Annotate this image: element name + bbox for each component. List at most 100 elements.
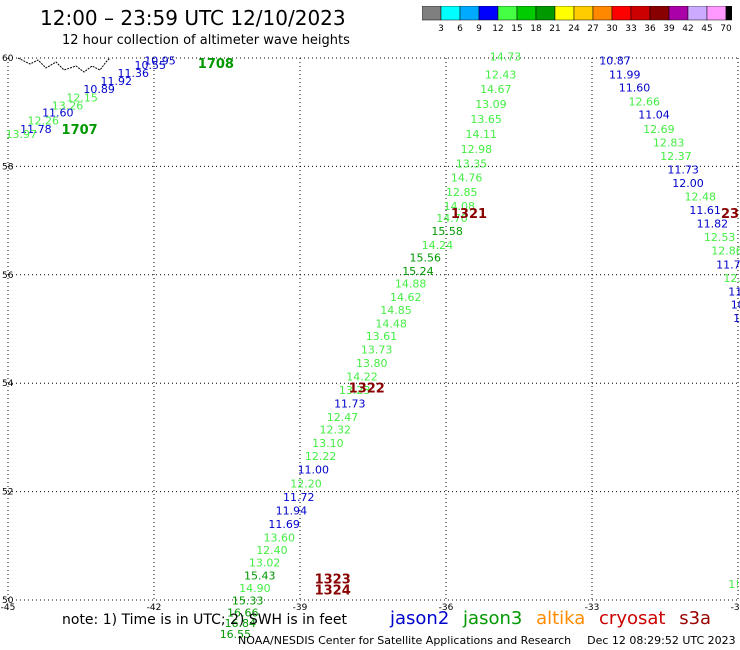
wave-height-label: 12.37	[660, 150, 692, 163]
time-label: 1324	[315, 584, 351, 599]
colorbar-swatch	[611, 6, 632, 21]
colorbar-label: 21	[549, 24, 560, 34]
colorbar-swatch	[668, 6, 689, 21]
wave-height-label: 11.60	[619, 82, 651, 95]
coastline-path	[17, 57, 111, 73]
wave-height-label: 14.70	[436, 212, 468, 225]
y-tick-label: 56	[2, 271, 14, 281]
colorbar-swatch	[630, 6, 651, 21]
colorbar-swatch	[573, 6, 594, 21]
colorbar-swatch	[497, 6, 518, 21]
chart-title: 12:00 – 23:59 UTC 12/10/2023	[40, 6, 346, 30]
y-tick-label: 58	[2, 162, 14, 172]
wave-height-label: 14.88	[395, 277, 427, 290]
colorbar-label: 12	[492, 24, 503, 34]
colorbar-label: 42	[682, 24, 693, 34]
time-label: 1321	[451, 207, 487, 222]
wave-height-label: 11.61	[689, 204, 721, 217]
wave-height-label: 13.35	[456, 157, 488, 170]
wave-height-label: 12.98	[461, 143, 493, 156]
wave-height-label: 13.97	[6, 128, 38, 141]
wave-height-label: 13.09	[475, 98, 507, 111]
colorbar-swatch	[459, 6, 480, 21]
wave-height-label: 13.65	[470, 113, 502, 126]
wave-height-label: 12.86	[711, 245, 740, 258]
wave-height-label: 14.11	[465, 128, 497, 141]
wave-height-label: 14.24	[422, 239, 454, 252]
wave-height-label: 13.23	[339, 384, 371, 397]
wave-height-label: 1!	[728, 578, 739, 591]
wave-height-label: 12.66	[629, 96, 661, 109]
chart-subtitle: 12 hour collection of altimeter wave hei…	[62, 33, 350, 48]
wave-height-label: 11.69	[268, 518, 300, 531]
footer-timestamp: Dec 12 08:29:52 UTC 2023	[587, 634, 736, 647]
wave-height-label: 12.32	[319, 424, 351, 437]
wave-height-label: 13.61	[366, 330, 398, 343]
time-label: 1708	[198, 57, 234, 72]
wave-height-label: 10.89	[83, 83, 115, 96]
colorbar-label: 15	[511, 24, 522, 34]
wave-height-label: 15.24	[402, 265, 434, 278]
wave-height-label: 14.08	[444, 200, 476, 213]
wave-height-label: 14.48	[375, 317, 407, 330]
colorbar-swatch	[687, 6, 708, 21]
y-tick-label: 60	[2, 54, 14, 64]
colorbar-swatch	[706, 6, 727, 21]
colorbar-swatch	[422, 6, 442, 21]
wave-height-label: 12.22	[305, 450, 337, 463]
y-tick-label: 50	[2, 596, 14, 606]
wave-height-label: 11.73	[667, 163, 699, 176]
wave-height-label: 10.	[731, 298, 740, 311]
legend-jason2: jason2	[390, 608, 450, 629]
wave-height-label: 11.73	[334, 398, 366, 411]
wave-height-label: 11.72	[283, 491, 315, 504]
satellite-legend: jason2 jason3 altika cryosat s3a	[390, 608, 719, 629]
wave-height-label: 14.67	[480, 83, 512, 96]
colorbar-swatch	[516, 6, 537, 21]
colorbar-label: 36	[644, 24, 656, 34]
legend-altika: altika	[536, 608, 586, 629]
wave-height-label: 12.20	[290, 477, 322, 490]
wave-height-label: 11.60	[42, 107, 74, 120]
wave-height-label: 11.72	[716, 258, 740, 271]
wave-height-values: 10.9510.5511.3611.9210.8912.1513.2611.60…	[6, 51, 740, 641]
wave-height-label: 10.95	[144, 55, 176, 68]
wave-height-label: 10.87	[599, 55, 631, 68]
wave-height-label: 11.36	[118, 67, 150, 80]
wave-height-label: 14.76	[451, 172, 483, 185]
wave-height-label: 14.90	[239, 582, 271, 595]
wave-height-label: 14.73	[490, 51, 522, 64]
y-tick-label: 52	[2, 488, 13, 498]
wave-height-label: 12.00	[672, 177, 704, 190]
wave-height-label: 11.92	[100, 75, 132, 88]
wave-height-label: 12.26	[27, 115, 59, 128]
wave-height-label: 11.94	[276, 504, 308, 517]
wave-height-label: 12.43	[485, 69, 517, 82]
wave-height-label: 11.00	[298, 464, 330, 477]
x-tick-label: -45	[1, 603, 16, 613]
wave-height-label: 14.62	[390, 291, 422, 304]
wave-height-label: 12.03	[723, 272, 740, 285]
colorbar-label: 27	[587, 24, 598, 34]
colorbar-label: 30	[606, 24, 618, 34]
wave-height-label: 12.85	[446, 186, 478, 199]
note-text: note: 1) Time is in UTC; 2) SWH is in fe…	[62, 612, 348, 628]
wave-height-label: 15.33	[232, 594, 264, 607]
colorbar-label: 70	[720, 24, 732, 34]
wave-height-label: 12.53	[704, 231, 736, 244]
wave-height-label: 11.78	[20, 123, 51, 136]
colorbar-label: 45	[701, 24, 712, 34]
wave-height-label: 11.99	[609, 69, 641, 82]
grid-lines	[7, 57, 739, 601]
wave-height-label: 13.26	[52, 99, 84, 112]
wave-height-label: 14.85	[380, 304, 412, 317]
wave-height-label: 15.56	[410, 251, 442, 264]
footer-credit: NOAA/NESDIS Center for Satellite Applica…	[238, 634, 572, 647]
wave-height-label: 11.04	[638, 109, 670, 122]
legend-cryosat: cryosat	[599, 608, 666, 629]
time-label: 23	[721, 207, 739, 222]
